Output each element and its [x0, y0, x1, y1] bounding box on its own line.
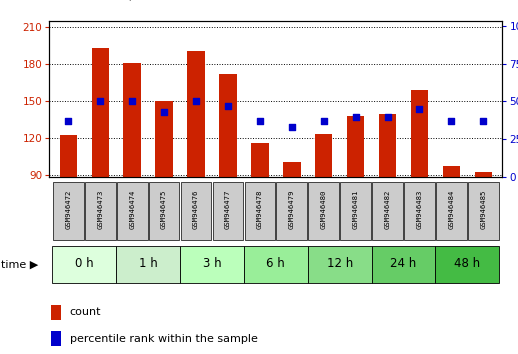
Text: GSM946479: GSM946479: [289, 190, 295, 229]
Text: GSM946484: GSM946484: [449, 190, 454, 229]
Bar: [123, 63, 141, 177]
FancyBboxPatch shape: [340, 182, 371, 240]
Point: [128, 98, 136, 104]
Point: [479, 118, 487, 124]
Point: [64, 118, 73, 124]
Bar: [155, 101, 173, 177]
Text: 3 h: 3 h: [203, 257, 221, 270]
Point: [192, 98, 200, 104]
FancyBboxPatch shape: [277, 182, 307, 240]
Point: [287, 124, 296, 130]
Point: [256, 118, 264, 124]
Text: GSM946476: GSM946476: [193, 190, 199, 229]
Bar: [283, 162, 300, 177]
Bar: [379, 114, 396, 177]
Text: 24 h: 24 h: [391, 257, 416, 270]
FancyBboxPatch shape: [85, 182, 116, 240]
Point: [447, 118, 455, 124]
Bar: [188, 51, 205, 177]
Text: GSM946477: GSM946477: [225, 190, 231, 229]
Bar: [51, 331, 61, 346]
Point: [383, 114, 392, 119]
FancyBboxPatch shape: [116, 246, 180, 283]
FancyBboxPatch shape: [117, 182, 148, 240]
Text: GSM946478: GSM946478: [257, 190, 263, 229]
Point: [415, 106, 424, 112]
Text: GSM946475: GSM946475: [161, 190, 167, 229]
FancyBboxPatch shape: [52, 246, 116, 283]
FancyBboxPatch shape: [371, 246, 436, 283]
Text: GSM946474: GSM946474: [129, 190, 135, 229]
Text: count: count: [70, 307, 102, 317]
FancyBboxPatch shape: [436, 246, 499, 283]
Text: 12 h: 12 h: [326, 257, 353, 270]
Text: GSM946472: GSM946472: [65, 190, 71, 229]
Point: [352, 114, 360, 119]
Bar: [411, 90, 428, 177]
Text: GSM946485: GSM946485: [480, 190, 486, 229]
Bar: [251, 143, 269, 177]
FancyBboxPatch shape: [404, 182, 435, 240]
FancyBboxPatch shape: [212, 182, 243, 240]
Point: [160, 109, 168, 115]
Text: 6 h: 6 h: [266, 257, 285, 270]
Text: time ▶: time ▶: [1, 259, 38, 270]
FancyBboxPatch shape: [436, 182, 467, 240]
FancyBboxPatch shape: [181, 182, 211, 240]
Bar: [92, 48, 109, 177]
Text: GSM946483: GSM946483: [416, 190, 423, 229]
Bar: [51, 305, 61, 320]
Bar: [60, 135, 77, 177]
Text: GSM946473: GSM946473: [97, 190, 103, 229]
Bar: [474, 172, 492, 177]
FancyBboxPatch shape: [180, 246, 244, 283]
FancyBboxPatch shape: [244, 182, 275, 240]
Text: 48 h: 48 h: [454, 257, 480, 270]
Bar: [442, 166, 460, 177]
Point: [224, 103, 232, 109]
Text: GSM946480: GSM946480: [321, 190, 327, 229]
FancyBboxPatch shape: [308, 246, 371, 283]
Bar: [315, 134, 333, 177]
Text: 1 h: 1 h: [139, 257, 157, 270]
FancyBboxPatch shape: [372, 182, 403, 240]
FancyBboxPatch shape: [149, 182, 179, 240]
Text: 0 h: 0 h: [75, 257, 94, 270]
Point: [320, 118, 328, 124]
Text: GSM946482: GSM946482: [384, 190, 391, 229]
Bar: [347, 116, 364, 177]
Text: percentile rank within the sample: percentile rank within the sample: [70, 334, 258, 344]
Text: GSM946481: GSM946481: [353, 190, 358, 229]
Text: GDS5454 / 7989146: GDS5454 / 7989146: [60, 0, 200, 2]
Point: [96, 98, 105, 104]
Bar: [219, 74, 237, 177]
FancyBboxPatch shape: [468, 182, 499, 240]
FancyBboxPatch shape: [53, 182, 84, 240]
FancyBboxPatch shape: [308, 182, 339, 240]
FancyBboxPatch shape: [244, 246, 308, 283]
